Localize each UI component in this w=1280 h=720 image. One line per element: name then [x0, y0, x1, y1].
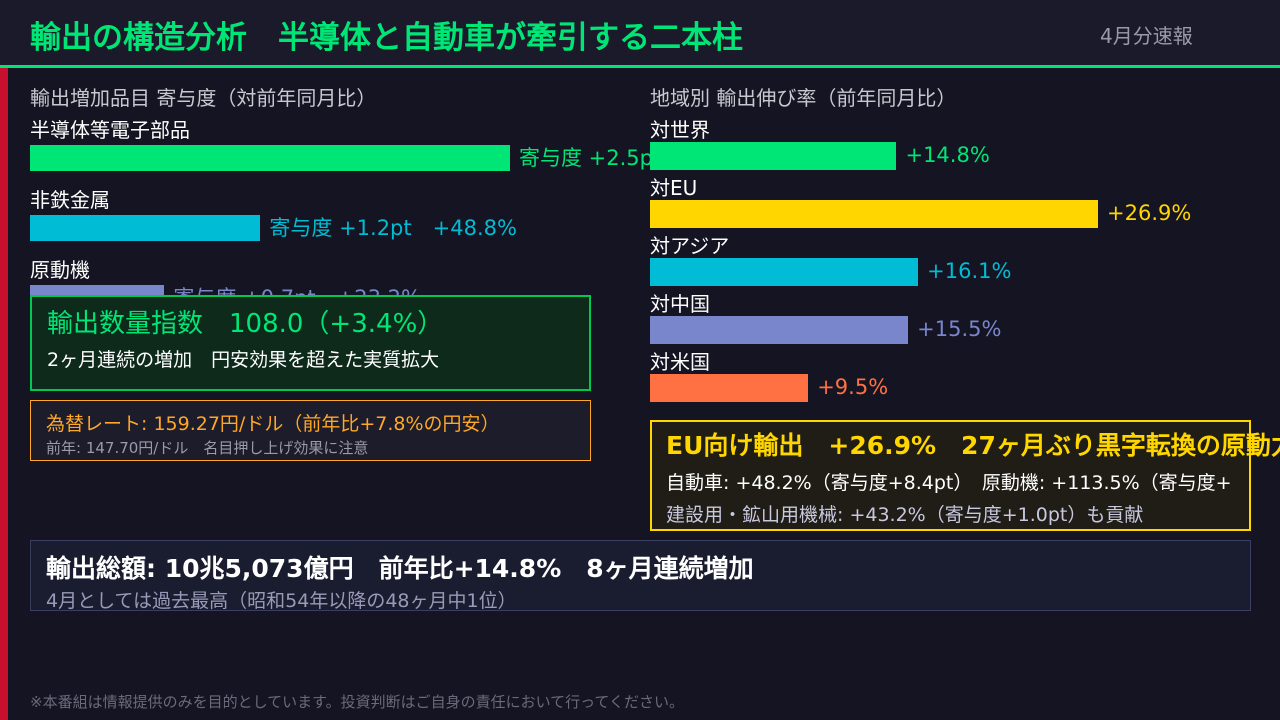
eu-box [650, 420, 1251, 531]
chart: 対世界 +14.8% 対EU +26.9% 対アジア +16.1% 対中国 +15.5% 対米国… [650, 118, 1280, 408]
value-label: 寄与度 +1.2pt +48.8% [269, 216, 517, 240]
category-label: 対アジア [650, 234, 730, 258]
total-box: 輸出総額: 10兆5,073億円 前年比+14.8% 8ヶ月連続増加 4月として… [30, 540, 1251, 611]
category-label: 対世界 [650, 118, 710, 142]
chart: 半導体等電子部品寄与度 +2.5pt 非鉄金属寄与度 +1.2pt +48.8% 原… [30, 118, 650, 318]
bar [650, 200, 1098, 228]
eu-clip: EU向け輸出 +26.9% 27ヶ月ぶり黒字転換の原動力 自動車: +48.2%… [650, 420, 1280, 531]
box-text: 4月としては過去最高（昭和54年以降の48ヶ月中1位） [46, 590, 517, 611]
bar [30, 215, 261, 241]
box-title: 輸出数量指数 108.0（+3.4%） [47, 309, 444, 339]
chart-title: 地域別 輸出伸び率（前年同月比） [650, 86, 957, 110]
fx-box: 為替レート: 159.27円/ドル（前年比+7.8%の円安） 前年: 147.7… [30, 400, 591, 461]
category-label: 対米国 [650, 350, 710, 374]
title: 輸出の構造分析 半導体と自動車が牽引する二本柱 [30, 20, 743, 56]
box-title: 為替レート: 159.27円/ドル（前年比+7.8%の円安） [46, 413, 500, 435]
category-label: 非鉄金属 [30, 188, 110, 212]
bar [650, 374, 809, 402]
value-label: +14.8% [905, 143, 990, 167]
chart-title: 輸出増加品目 寄与度（対前年同月比） [30, 86, 377, 110]
category-label: 原動機 [30, 258, 90, 282]
side-bar [0, 68, 8, 720]
box-text: 前年: 147.70円/ドル 名目押し上げ効果に注意 [46, 439, 369, 457]
bar [650, 258, 919, 286]
bar [650, 316, 909, 344]
box-text: 建設用・鉱山用機械: +43.2%（寄与度+1.0pt）も貢献 [666, 504, 1144, 526]
bar [650, 142, 897, 170]
box-text: 2ヶ月連続の増加 円安効果を超えた実質拡大 [47, 349, 440, 371]
value-label: +9.5% [817, 375, 889, 399]
header-bar [0, 0, 1280, 65]
value-label: +16.1% [927, 259, 1012, 283]
bar [30, 145, 510, 171]
volume-box: 輸出数量指数 108.0（+3.4%） 2ヶ月連続の増加 円安効果を超えた実質拡… [30, 295, 591, 391]
badge: 4月分速報 [1100, 24, 1193, 48]
value-label: 寄与度 +2.5pt [519, 146, 650, 170]
value-label: +15.5% [917, 317, 1002, 341]
category-label: 対EU [650, 176, 698, 200]
category-label: 半導体等電子部品 [30, 118, 190, 142]
box-text: 自動車: +48.2%（寄与度+8.4pt） 原動機: +113.5%（寄与度+ [666, 472, 1232, 494]
box-title: 輸出総額: 10兆5,073億円 前年比+14.8% 8ヶ月連続増加 [46, 554, 754, 583]
value-label: +26.9% [1107, 201, 1192, 225]
footer: ※本番組は情報提供のみを目的としています。投資判断はご自身の責任において行ってく… [30, 693, 684, 711]
box-title: EU向け輸出 +26.9% 27ヶ月ぶり黒字転換の原動力 [666, 431, 1280, 460]
accent-line [0, 65, 1280, 68]
category-label: 対中国 [650, 292, 710, 316]
